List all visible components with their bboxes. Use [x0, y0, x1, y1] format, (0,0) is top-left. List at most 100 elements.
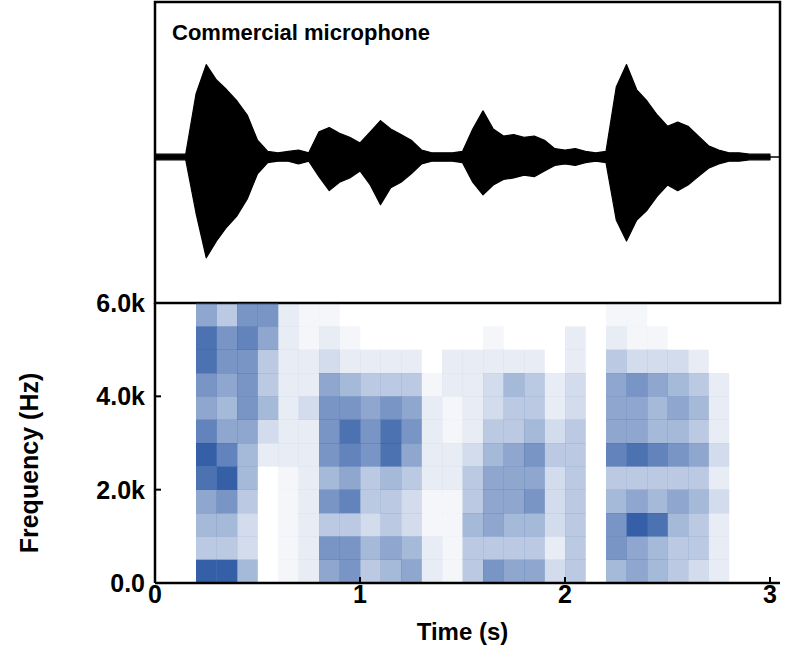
spectrogram-cell [647, 420, 668, 444]
spectrogram-cell [565, 490, 586, 514]
spectrogram-cell [586, 396, 607, 420]
spectrogram-cell [627, 560, 648, 583]
spectrogram-cell [463, 326, 484, 350]
spectrogram-cell [524, 303, 545, 327]
spectrogram-cell [442, 560, 463, 583]
spectrogram-cell [504, 420, 525, 444]
spectrogram-cell [463, 443, 484, 467]
spectrogram-cell [258, 396, 279, 420]
spectrogram-cell [340, 490, 361, 514]
spectrogram-cell [217, 490, 238, 514]
spectrogram-cell [524, 513, 545, 537]
spectrogram-cell [299, 303, 320, 327]
spectrogram-cell [401, 326, 422, 350]
spectrogram-cell [565, 536, 586, 560]
spectrogram-cell [381, 420, 402, 444]
spectrogram-cell [668, 373, 689, 397]
spectrogram-cell [586, 350, 607, 374]
spectrogram-cell [463, 350, 484, 374]
baseline [155, 156, 780, 158]
spectrogram-cell [463, 536, 484, 560]
spectrogram-cell [688, 396, 709, 420]
spectrogram-cell [278, 513, 299, 537]
spectrogram-cell [565, 303, 586, 327]
spectrogram-cell [258, 326, 279, 350]
spectrogram-cell [442, 490, 463, 514]
spectrogram-cell [217, 560, 238, 583]
spectrogram-cell [340, 466, 361, 490]
spectrogram-cell [750, 466, 771, 490]
spectrogram-cell [176, 466, 197, 490]
spectrogram-cell [319, 373, 340, 397]
spectrogram-cell [463, 396, 484, 420]
x-tick-label: 1 [353, 580, 367, 608]
waveform-marks [155, 65, 780, 258]
spectrogram-cell [504, 303, 525, 327]
spectrogram-cell [258, 560, 279, 583]
spectrogram-cell [709, 326, 730, 350]
spectrogram-cell [237, 443, 258, 467]
spectrogram-cell [647, 466, 668, 490]
spectrogram-cell [196, 326, 217, 350]
spectrogram-cell [360, 373, 381, 397]
x-tick-label: 3 [763, 580, 777, 608]
spectrogram-cell [627, 443, 648, 467]
spectrogram-cell [381, 326, 402, 350]
spectrogram-cell [196, 466, 217, 490]
spectrogram-cell [360, 513, 381, 537]
spectrogram-cell [299, 420, 320, 444]
spectrogram-cell [545, 350, 566, 374]
spectrogram-cell [627, 513, 648, 537]
spectrogram-cell [299, 490, 320, 514]
spectrogram-cell [524, 350, 545, 374]
spectrogram-cell [237, 396, 258, 420]
spectrogram-cell [258, 466, 279, 490]
spectrogram-cell [258, 350, 279, 374]
spectrogram-cell [278, 303, 299, 327]
spectrogram-cell [401, 466, 422, 490]
spectrogram-cell [668, 350, 689, 374]
spectrogram-cell [627, 420, 648, 444]
spectrogram-cell [586, 560, 607, 583]
spectrogram-cell [360, 536, 381, 560]
spectrogram-cell [606, 396, 627, 420]
spectrogram-cell [381, 443, 402, 467]
spectrogram-cell [422, 420, 443, 444]
spectrogram-cell [606, 490, 627, 514]
spectrogram-cell [545, 443, 566, 467]
spectrogram-cell [401, 420, 422, 444]
spectrogram-cell [627, 396, 648, 420]
spectrogram-cell [442, 513, 463, 537]
spectrogram-cell [360, 396, 381, 420]
spectrogram-cell [565, 443, 586, 467]
spectrogram-cell [729, 420, 750, 444]
spectrogram-cell [381, 373, 402, 397]
spectrogram-cell [565, 466, 586, 490]
spectrogram-cell [217, 443, 238, 467]
spectrogram-cell [565, 513, 586, 537]
spectrogram-cell [606, 536, 627, 560]
spectrogram-cell [196, 420, 217, 444]
spectrogram-cell [237, 373, 258, 397]
spectrogram-cell [360, 466, 381, 490]
spectrogram-cell [524, 326, 545, 350]
spectrogram-cell [299, 560, 320, 583]
spectrogram-cell [524, 490, 545, 514]
spectrogram-cell [524, 396, 545, 420]
spectrogram-cell [709, 396, 730, 420]
spectrogram-cell [627, 303, 648, 327]
spectrogram-cell [442, 326, 463, 350]
spectrogram-cell [299, 443, 320, 467]
spectrogram-cell [729, 373, 750, 397]
spectrogram-cell [237, 420, 258, 444]
spectrogram-cell [606, 560, 627, 583]
spectrogram-cell [586, 373, 607, 397]
spectrogram-cell [401, 513, 422, 537]
spectrogram-cell [688, 536, 709, 560]
spectrogram-cell [319, 326, 340, 350]
spectrogram-cell [504, 466, 525, 490]
spectrogram-cell [422, 513, 443, 537]
spectrogram-cell [340, 536, 361, 560]
spectrogram-cell [299, 466, 320, 490]
spectrogram-cell [360, 350, 381, 374]
